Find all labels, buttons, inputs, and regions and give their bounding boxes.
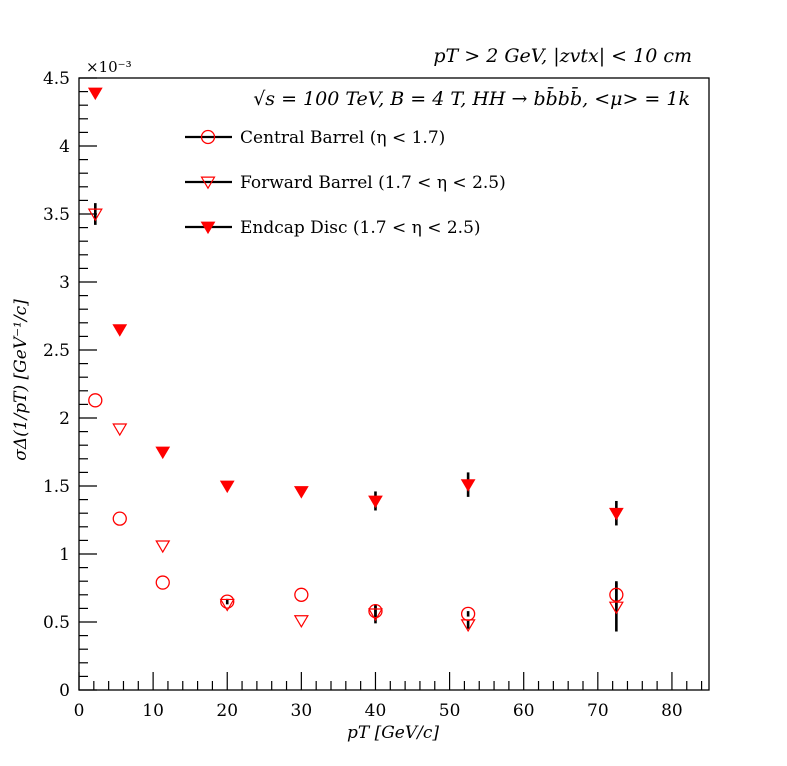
y-tick-label: 4 bbox=[59, 137, 70, 157]
chart-subtitle: √s = 100 TeV, B = 4 T, HH → bb̄bb̄, <μ> … bbox=[253, 86, 690, 110]
y-tick-label: 2 bbox=[59, 409, 70, 429]
x-tick-label: 30 bbox=[291, 701, 313, 721]
error-bars bbox=[94, 203, 618, 632]
chart-header: pT > 2 GeV, |zvtx| < 10 cm bbox=[433, 45, 692, 67]
data-point bbox=[219, 598, 235, 612]
x-tick-label: 20 bbox=[216, 701, 238, 721]
legend-entry: Forward Barrel (1.7 < η < 2.5) bbox=[240, 173, 506, 193]
x-axis-label: pT [GeV/c] bbox=[347, 723, 439, 743]
x-tick-label: 40 bbox=[365, 701, 387, 721]
x-tick-label: 80 bbox=[661, 701, 683, 721]
data-point bbox=[155, 540, 171, 554]
data-point bbox=[112, 511, 127, 526]
x-tick-label: 10 bbox=[142, 701, 164, 721]
data-point bbox=[87, 208, 103, 222]
plot-frame bbox=[78, 77, 710, 691]
y-tick-label: 3.5 bbox=[43, 205, 70, 225]
y-tick-label: 2.5 bbox=[43, 341, 70, 361]
axis-tick-labels: 0 10 20 30 40 50 60 70 80 0 0.5 1 1.5 2 2.5 3 3.5 4 4.5 bbox=[43, 69, 683, 721]
data-points bbox=[87, 87, 624, 633]
legend-entry: Central Barrel (η < 1.7) bbox=[240, 128, 445, 148]
x-tick-label: 70 bbox=[587, 701, 609, 721]
data-point bbox=[155, 446, 171, 460]
y-axis-multiplier: ×10⁻³ bbox=[86, 58, 132, 76]
legend-marker bbox=[200, 129, 216, 145]
data-point bbox=[112, 423, 128, 437]
data-point bbox=[112, 324, 128, 337]
axis-ticks bbox=[78, 77, 703, 691]
y-tick-label: 1.5 bbox=[43, 477, 70, 497]
legend-marker bbox=[200, 221, 216, 235]
y-tick-label: 4.5 bbox=[43, 69, 70, 89]
data-point bbox=[368, 603, 383, 619]
legend-entry: Endcap Disc (1.7 < η < 2.5) bbox=[240, 218, 481, 238]
data-point bbox=[220, 594, 235, 609]
data-point bbox=[293, 486, 309, 499]
data-point bbox=[609, 587, 624, 602]
legend-marker bbox=[200, 176, 216, 190]
data-point bbox=[608, 507, 624, 521]
data-point bbox=[460, 479, 476, 492]
data-point bbox=[87, 87, 103, 101]
x-tick-label: 50 bbox=[439, 701, 461, 721]
data-point bbox=[368, 495, 383, 509]
legend: Central Barrel (η < 1.7) Forward Barrel (… bbox=[185, 128, 506, 238]
data-point bbox=[367, 608, 384, 622]
data-point bbox=[155, 575, 170, 590]
x-tick-label: 0 bbox=[74, 701, 85, 721]
data-point bbox=[294, 587, 309, 602]
y-tick-label: 3 bbox=[59, 273, 70, 293]
x-tick-label: 60 bbox=[513, 701, 535, 721]
data-point bbox=[88, 393, 103, 408]
y-tick-label: 1 bbox=[59, 545, 70, 565]
data-point bbox=[219, 480, 235, 494]
y-tick-label: 0 bbox=[59, 681, 70, 701]
y-axis-label: σΔ(1/pT) [GeV⁻¹/c] bbox=[11, 299, 31, 461]
data-point bbox=[293, 615, 309, 628]
y-tick-label: 0.5 bbox=[43, 613, 70, 633]
data-point bbox=[608, 601, 624, 615]
data-point bbox=[460, 619, 476, 633]
